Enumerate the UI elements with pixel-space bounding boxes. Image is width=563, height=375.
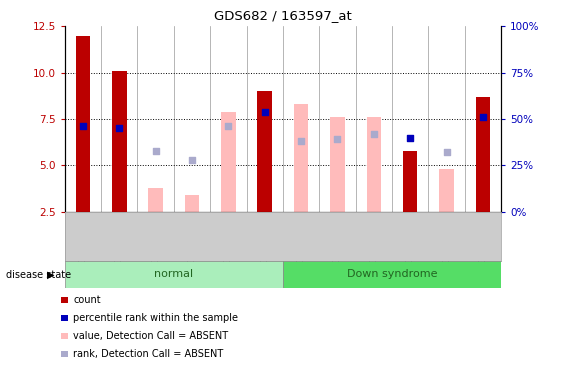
Bar	[330, 117, 345, 212]
Bar	[149, 188, 163, 212]
Bar	[61, 333, 68, 339]
Bar	[257, 91, 272, 212]
Bar	[283, 261, 501, 288]
Bar	[403, 151, 417, 212]
Bar	[221, 112, 236, 212]
Point	[224, 123, 233, 129]
Point	[406, 135, 415, 141]
Bar	[61, 297, 68, 303]
Point	[260, 109, 269, 115]
Point	[115, 125, 124, 131]
Text: count: count	[73, 295, 101, 305]
Text: value, Detection Call = ABSENT: value, Detection Call = ABSENT	[73, 331, 229, 341]
Point	[151, 148, 160, 154]
Text: normal: normal	[154, 269, 193, 279]
Text: rank, Detection Call = ABSENT: rank, Detection Call = ABSENT	[73, 349, 224, 359]
Bar	[476, 97, 490, 212]
Text: Down syndrome: Down syndrome	[347, 269, 437, 279]
Bar	[65, 261, 283, 288]
Bar	[185, 195, 199, 212]
Point	[333, 136, 342, 142]
Point	[369, 131, 378, 137]
Bar	[75, 36, 90, 212]
Point	[442, 150, 451, 156]
Text: ▶: ▶	[47, 270, 54, 279]
Bar	[61, 351, 68, 357]
Point	[297, 138, 306, 144]
Title: GDS682 / 163597_at: GDS682 / 163597_at	[214, 9, 352, 22]
Text: disease state: disease state	[6, 270, 71, 279]
Point	[479, 114, 488, 120]
Bar	[61, 315, 68, 321]
Bar	[367, 117, 381, 212]
Point	[187, 157, 196, 163]
Bar	[439, 169, 454, 212]
Text: percentile rank within the sample: percentile rank within the sample	[73, 313, 238, 323]
Point	[78, 123, 87, 129]
Bar	[294, 104, 309, 212]
Bar	[112, 71, 127, 212]
